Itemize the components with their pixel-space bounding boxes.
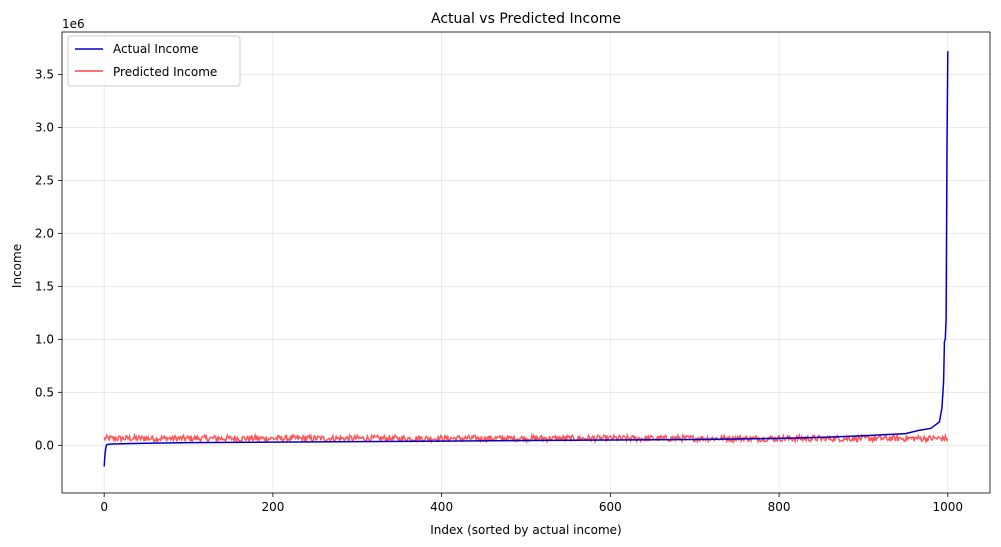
series-line-actual: [103, 51, 949, 467]
y-tick-label: 3.0: [35, 120, 54, 134]
x-tick-label: 0: [100, 500, 108, 514]
x-tick-label: 200: [261, 500, 284, 514]
y-tick-label: 0.5: [35, 385, 54, 399]
x-tick-label: 1000: [933, 500, 964, 514]
chart-title: Actual vs Predicted Income: [431, 11, 621, 27]
y-axis-label: Income: [10, 244, 24, 288]
plot-area: [103, 51, 949, 467]
x-tick-label: 400: [430, 500, 453, 514]
y-offset-label: 1e6: [62, 17, 85, 31]
legend-label-predicted: Predicted Income: [113, 65, 217, 79]
legend: Actual Income Predicted Income: [67, 35, 241, 87]
x-tick-label: 600: [599, 500, 622, 514]
axes-frame: [61, 31, 991, 494]
y-tick-label: 1.0: [35, 332, 54, 346]
y-tick-label: 2.0: [35, 226, 54, 240]
axes: 0 200 400 600 800 1000 0.0 0.5 1.0 1.5 2.0 2.5 3.0 3.…: [35, 31, 991, 514]
grid: [62, 32, 990, 493]
legend-box: [67, 35, 241, 87]
y-tick-label: 2.5: [35, 173, 54, 187]
y-tick-label: 0.0: [35, 438, 54, 452]
y-tick-label: 3.5: [35, 67, 54, 81]
x-axis-label: Index (sorted by actual income): [430, 523, 622, 537]
x-tick-label: 800: [768, 500, 791, 514]
legend-label-actual: Actual Income: [113, 42, 199, 56]
y-tick-label: 1.5: [35, 279, 54, 293]
